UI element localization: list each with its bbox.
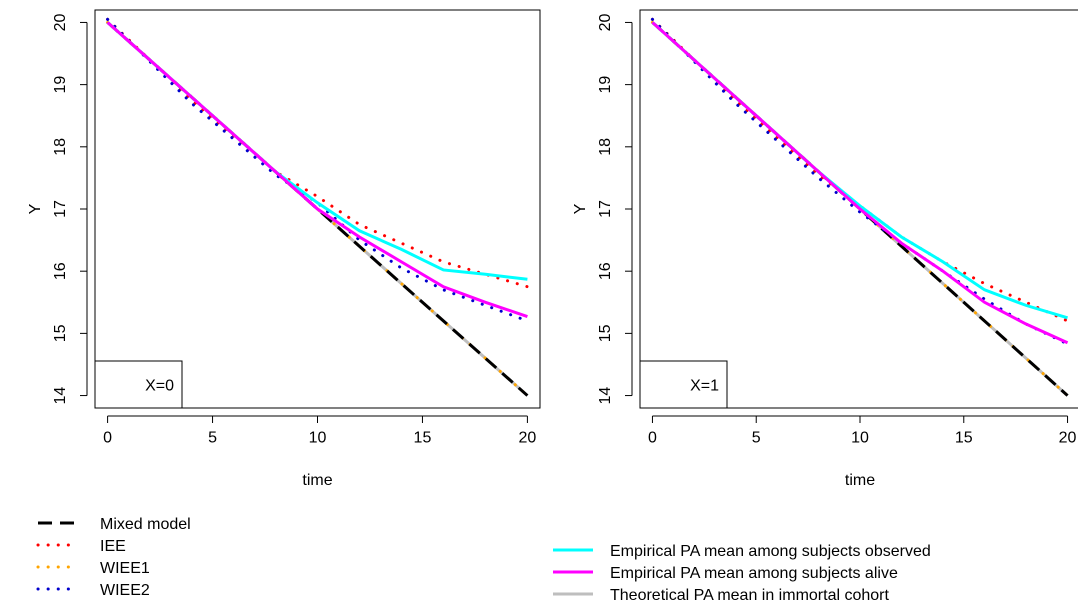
x-tick-label: 20	[1059, 429, 1077, 446]
series-line-empirical-pa-mean-among-subjects-observed	[651, 21, 1068, 320]
y-tick-label: 15	[597, 324, 614, 342]
series-line-empirical-pa-mean-among-subjects-alive	[651, 21, 1069, 345]
y-tick-label: 14	[52, 387, 69, 405]
x-tick-label: 0	[103, 429, 112, 446]
y-tick-label: 17	[52, 200, 69, 218]
y-tick-label: 16	[597, 262, 614, 280]
y-tick-label: 18	[52, 138, 69, 156]
y-tick-label: 16	[52, 262, 69, 280]
legend-label-wiee2: WIEE2	[100, 582, 150, 599]
y-axis-title: Y	[27, 203, 44, 214]
plot-frame	[639, 9, 1078, 409]
x-tick-label: 5	[208, 429, 217, 446]
legend-label-theoretical-pa-mean-in-immortal-cohort: Theoretical PA mean in immortal cohort	[610, 587, 889, 604]
y-tick-label: 20	[597, 13, 614, 31]
series-line-iee	[106, 17, 529, 289]
series-line-empirical-pa-mean-among-subjects-observed	[106, 21, 528, 281]
x-tick-label: 15	[955, 429, 973, 446]
series-line-wiee2	[106, 17, 529, 323]
chart-panel-x0: 0 5 10 15 20 14 15 16 17 18 19 20 time Y X=0	[27, 9, 541, 489]
y-tick-label: 15	[52, 324, 69, 342]
y-tick-label: 19	[52, 76, 69, 94]
x-axis-title: time	[302, 472, 332, 489]
y-tick-label: 20	[52, 13, 69, 31]
x-tick-label: 10	[309, 429, 327, 446]
plot-frame	[94, 9, 541, 409]
chart-panel-x1: 0 5 10 15 20 14 15 16 17 18 19 20 time Y X=1	[572, 9, 1078, 489]
annotation-box	[94, 360, 183, 409]
legend-label-wiee1: WIEE1	[100, 560, 150, 577]
x-tick-label: 10	[851, 429, 869, 446]
x-tick-label: 5	[752, 429, 761, 446]
legend-label-iee: IEE	[100, 538, 126, 555]
series-line-empirical-pa-mean-among-subjects-alive	[106, 21, 528, 318]
series-line-wiee2	[650, 17, 1070, 346]
legend-label-empirical-pa-mean-among-subjects-alive: Empirical PA mean among subjects alive	[610, 565, 898, 582]
y-tick-label: 17	[597, 200, 614, 218]
annotation-label: X=1	[690, 378, 719, 395]
series-line-iee	[650, 17, 1070, 323]
legend-right: Empirical PA mean among subjects observe…	[553, 543, 931, 604]
x-tick-label: 20	[519, 429, 537, 446]
legend-left: Mixed model IEE WIEE1 WIEE2	[36, 516, 191, 599]
x-tick-label: 15	[414, 429, 432, 446]
legend-label-empirical-pa-mean-among-subjects-observed: Empirical PA mean among subjects observe…	[610, 543, 931, 560]
x-tick-label: 0	[648, 429, 657, 446]
annotation-label: X=0	[145, 378, 174, 395]
legend-label-mixed-model: Mixed model	[100, 516, 191, 533]
y-tick-label: 18	[597, 138, 614, 156]
x-axis-title: time	[845, 472, 875, 489]
y-tick-label: 19	[597, 76, 614, 94]
y-tick-label: 14	[597, 387, 614, 405]
annotation-box	[639, 360, 728, 409]
y-axis-title: Y	[572, 203, 589, 214]
